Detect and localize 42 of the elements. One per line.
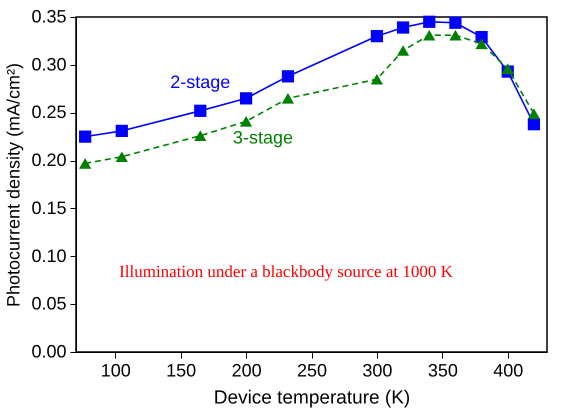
x-tick-label: 200 [232, 360, 262, 380]
point [423, 16, 436, 28]
point [240, 116, 252, 127]
point [528, 118, 540, 130]
y-tick-label: 0.15 [31, 198, 66, 218]
point [79, 158, 92, 169]
y-axis-title: Photocurrent density (mA/cm²) [3, 62, 24, 308]
point [194, 130, 206, 141]
y-tick-label: 0.35 [31, 6, 66, 26]
x-tick-label: 350 [428, 360, 458, 380]
annotation: Illumination under a blackbody source at 1000 K [119, 262, 454, 281]
series-label: 2-stage [170, 72, 230, 92]
y-tick-label: 0.10 [31, 246, 66, 266]
x-tick-label: 100 [100, 360, 131, 380]
point [282, 93, 294, 104]
series-label: 3-stage [232, 127, 293, 148]
point [79, 130, 92, 143]
y-tick-label: 0.25 [31, 102, 66, 122]
point [449, 16, 462, 29]
point [396, 21, 410, 34]
point [475, 38, 488, 50]
point [116, 124, 128, 138]
x-axis-title: Device temperature (K) [214, 388, 410, 408]
point [370, 30, 384, 42]
point [449, 30, 462, 40]
point [116, 151, 128, 162]
point [370, 74, 384, 85]
x-tick-label: 150 [166, 360, 196, 380]
point [282, 70, 294, 82]
point [528, 108, 540, 119]
y-tick-label: 0.20 [31, 150, 66, 170]
point [423, 30, 436, 40]
point [240, 92, 252, 104]
y-tick-label: 0.05 [31, 294, 66, 314]
point [502, 63, 514, 74]
x-tick-label: 400 [493, 360, 524, 380]
x-tick-label: 300 [362, 360, 392, 380]
y-tick-label: 0.00 [31, 342, 66, 362]
y-tick-label: 0.30 [31, 54, 66, 74]
x-tick-label: 250 [296, 360, 328, 380]
point [194, 104, 206, 117]
point [396, 45, 410, 56]
